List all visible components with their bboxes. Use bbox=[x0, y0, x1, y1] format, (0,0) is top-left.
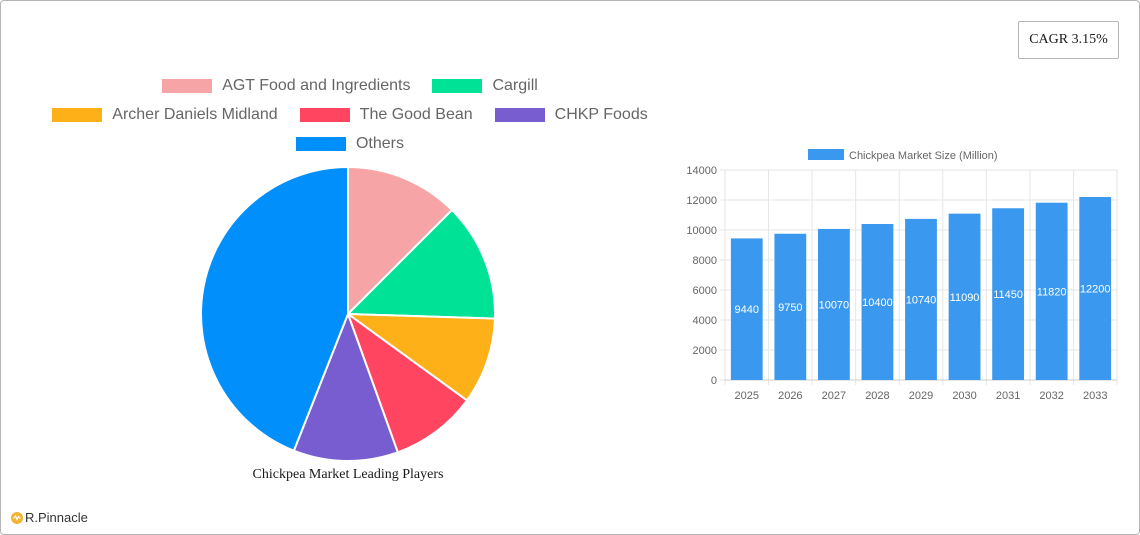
y-tick-label: 4000 bbox=[693, 315, 717, 327]
bar[interactable] bbox=[905, 218, 937, 380]
bar-x-axis: 2025 2026 2027 2028 2029 2030 2031 2032 2033 bbox=[735, 390, 1108, 402]
bar[interactable] bbox=[730, 238, 763, 380]
pie-chart-title: Chickpea Market Leading Players bbox=[252, 467, 444, 482]
x-tick-label: 2026 bbox=[778, 390, 802, 402]
wave-circle-icon bbox=[11, 511, 23, 524]
x-tick-label: 2030 bbox=[952, 390, 976, 402]
pie-slice[interactable] bbox=[347, 165, 454, 317]
brand-logo: R.Pinnacle bbox=[11, 510, 88, 525]
y-tick-label: 8000 bbox=[693, 255, 717, 267]
x-tick-label: 2029 bbox=[909, 390, 933, 402]
cagr-badge: CAGR 3.15% bbox=[1018, 21, 1119, 59]
legend-label: Archer Daniels Midland bbox=[112, 106, 278, 123]
bar[interactable] bbox=[948, 213, 981, 380]
legend-swatch-cargill bbox=[432, 79, 483, 93]
pie-slice[interactable] bbox=[292, 311, 400, 462]
y-tick-label: 12000 bbox=[686, 195, 717, 207]
legend-label: Cargill bbox=[492, 77, 538, 94]
legend-item-cargill[interactable]: Cargill bbox=[432, 77, 538, 95]
pie-slice[interactable] bbox=[344, 312, 496, 402]
legend-item-adm[interactable]: Archer Daniels Midland bbox=[52, 106, 278, 124]
x-tick-label: 2033 bbox=[1083, 390, 1107, 402]
bar[interactable] bbox=[992, 208, 1025, 380]
x-tick-label: 2031 bbox=[996, 390, 1020, 402]
pie-legend-row-2: Archer Daniels Midland The Good Bean CHK… bbox=[0, 106, 700, 124]
legend-item-others[interactable]: Others bbox=[295, 135, 404, 153]
x-tick-label: 2025 bbox=[735, 390, 759, 402]
legend-swatch-good-bean bbox=[299, 108, 350, 122]
bar[interactable] bbox=[1079, 197, 1112, 380]
bar-legend-swatch bbox=[808, 149, 844, 160]
cagr-label: CAGR 3.15% bbox=[1029, 32, 1108, 47]
legend-swatch-chkp bbox=[494, 108, 545, 122]
legend-swatch-adm bbox=[52, 108, 103, 122]
pie-slice[interactable] bbox=[200, 165, 349, 452]
y-tick-label: 10000 bbox=[686, 225, 717, 237]
bar-legend-label: Chickpea Market Size (Million) bbox=[849, 150, 998, 162]
bar-value-label: 11450 bbox=[993, 289, 1023, 301]
bar-chart: Chickpea Market Size (Million) 0 2000 4000… bbox=[686, 149, 1118, 402]
legend-item-chkp[interactable]: CHKP Foods bbox=[494, 106, 648, 124]
bar-series: 9440 9750 10070 10400 10740 11090 11450 11820 12… bbox=[730, 197, 1112, 380]
bar[interactable] bbox=[1035, 202, 1068, 380]
pie-chart bbox=[200, 165, 496, 462]
pie-slice[interactable] bbox=[345, 208, 496, 320]
legend-item-good-bean[interactable]: The Good Bean bbox=[299, 106, 473, 124]
bar[interactable] bbox=[861, 224, 894, 380]
bar-value-label: 10070 bbox=[819, 299, 850, 311]
legend-label: AGT Food and Ingredients bbox=[222, 77, 411, 94]
bar[interactable] bbox=[817, 228, 850, 380]
pie-legend-row-1: AGT Food and Ingredients Cargill bbox=[0, 77, 700, 95]
x-tick-label: 2027 bbox=[822, 390, 846, 402]
y-tick-label: 6000 bbox=[693, 285, 717, 297]
bar-value-label: 9750 bbox=[778, 302, 802, 314]
pie-slices bbox=[200, 165, 496, 462]
bar-y-axis: 0 2000 4000 6000 8000 10000 12000 14000 bbox=[686, 165, 717, 387]
bar-value-label: 10400 bbox=[862, 297, 893, 309]
bar-legend[interactable]: Chickpea Market Size (Million) bbox=[808, 149, 998, 162]
brand-name: R.Pinnacle bbox=[25, 510, 88, 525]
legend-label: Others bbox=[355, 135, 404, 152]
bar-value-label: 11820 bbox=[1037, 286, 1067, 298]
bar-value-label: 10740 bbox=[906, 294, 937, 306]
legend-item-agt[interactable]: AGT Food and Ingredients bbox=[162, 77, 410, 95]
bar-value-label: 9440 bbox=[735, 304, 759, 316]
x-tick-label: 2032 bbox=[1039, 390, 1063, 402]
bar-value-label: 12200 bbox=[1080, 284, 1111, 296]
x-tick-label: 2028 bbox=[865, 390, 889, 402]
bar[interactable] bbox=[774, 233, 807, 380]
bar-value-label: 11090 bbox=[950, 292, 980, 304]
legend-swatch-others bbox=[295, 137, 346, 151]
y-tick-label: 2000 bbox=[693, 345, 717, 357]
pie-legend-row-3: Others bbox=[0, 135, 700, 153]
pie-slice[interactable] bbox=[345, 311, 469, 454]
legend-label: The Good Bean bbox=[359, 106, 473, 123]
y-tick-label: 14000 bbox=[686, 165, 717, 177]
legend-swatch-agt bbox=[162, 79, 213, 93]
legend-label: CHKP Foods bbox=[554, 106, 648, 123]
y-tick-label: 0 bbox=[711, 375, 717, 387]
